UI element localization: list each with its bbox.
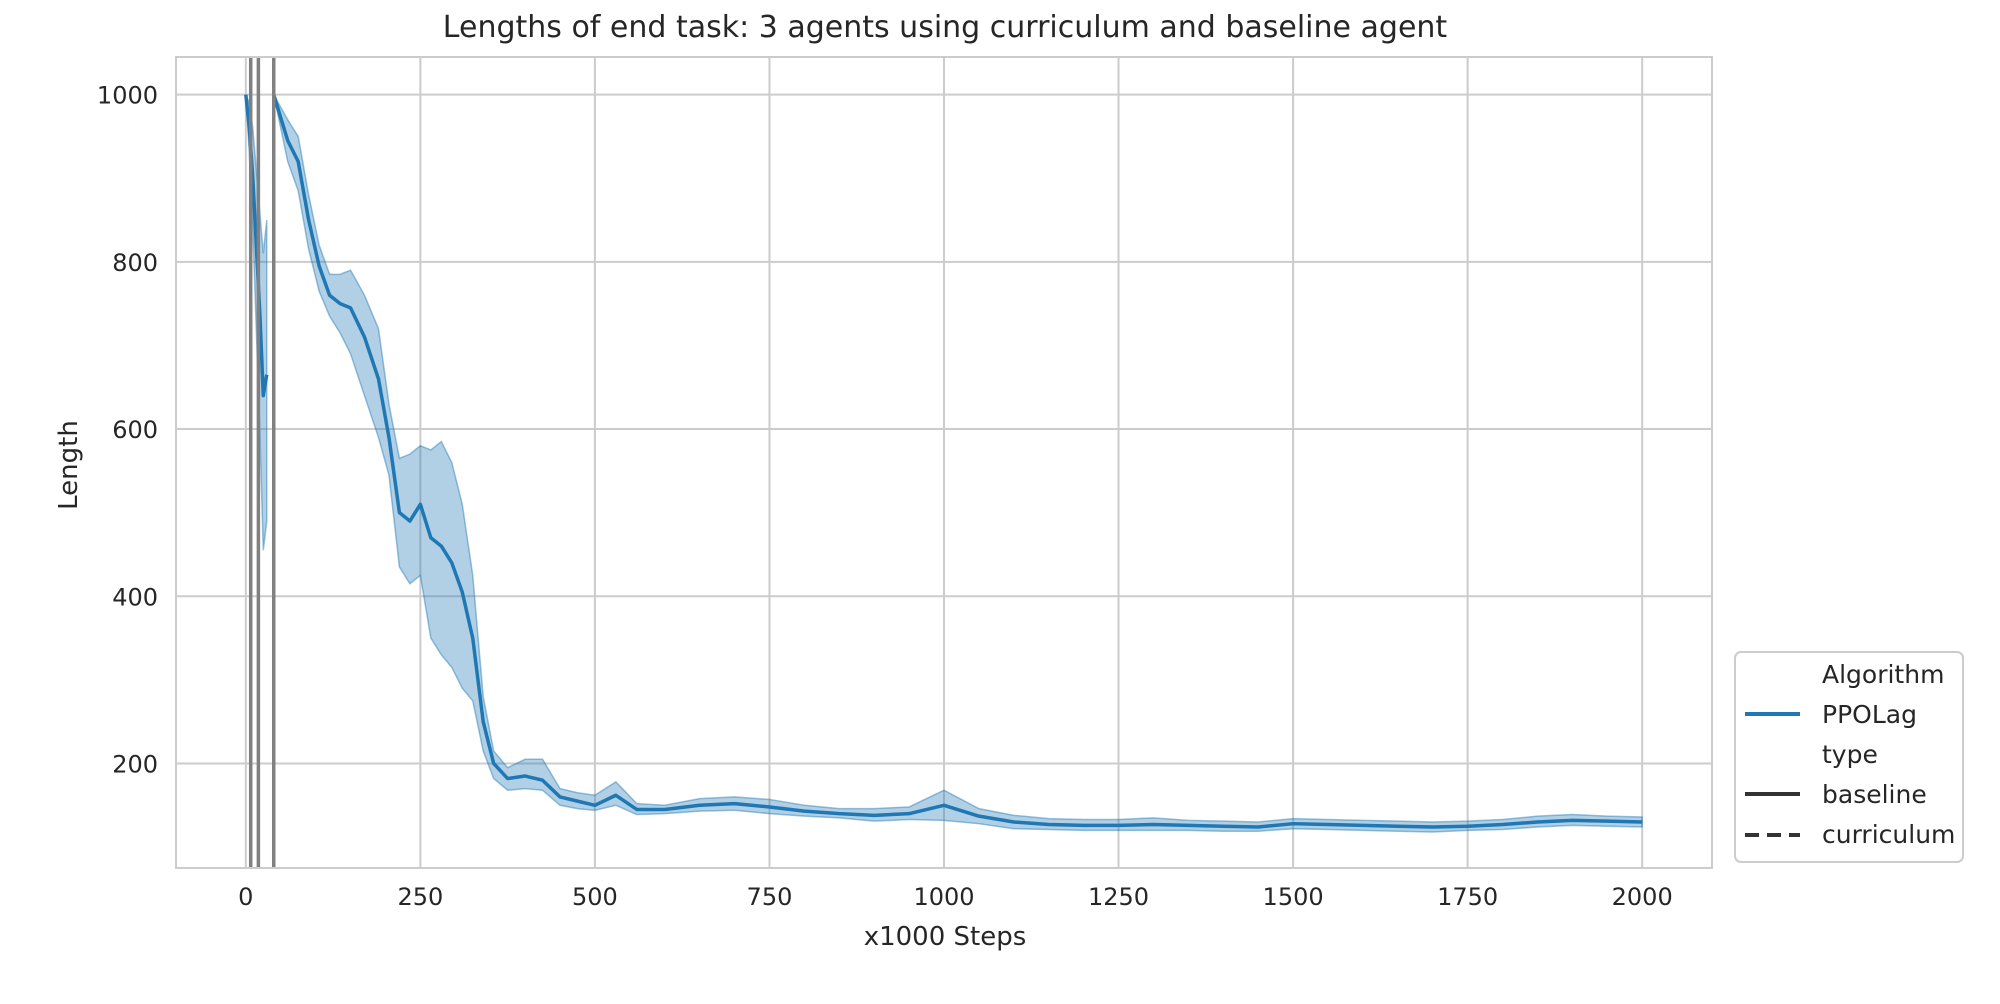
x-tick-label: 1750 bbox=[1437, 883, 1498, 911]
series-line-baseline bbox=[272, 94, 1643, 829]
chart-title: Lengths of end task: 3 agents using curr… bbox=[443, 10, 1448, 45]
x-tick-label: 1500 bbox=[1263, 883, 1324, 911]
y-tick-label: 400 bbox=[112, 583, 158, 611]
legend-title-type: type bbox=[1822, 740, 1878, 769]
x-tick-label: 1000 bbox=[913, 883, 974, 911]
legend-label-ppolag: PPOLag bbox=[1822, 700, 1917, 729]
x-tick-label: 2000 bbox=[1612, 883, 1673, 911]
x-tick-label: 500 bbox=[572, 883, 618, 911]
plot-frame bbox=[175, 56, 1713, 869]
legend: Algorithm PPOLag type baseline curriculu… bbox=[1734, 651, 1964, 863]
tick-labels: 0 250 500 750 1000 1250 1500 1750 2000 200 400 600 8… bbox=[97, 82, 1673, 911]
confidence-band-curriculum bbox=[245, 94, 268, 551]
y-tick-label: 800 bbox=[112, 249, 158, 277]
legend-box bbox=[1734, 651, 1964, 863]
y-tick-label: 200 bbox=[112, 750, 158, 778]
legend-title-algorithm: Algorithm bbox=[1822, 660, 1944, 689]
vertical-markers bbox=[248, 57, 276, 868]
y-axis-label: Length bbox=[54, 420, 84, 510]
x-tick-label: 0 bbox=[238, 883, 253, 911]
x-axis-label: x1000 Steps bbox=[864, 922, 1027, 952]
y-tick-label: 600 bbox=[112, 416, 158, 444]
confidence-band-baseline bbox=[273, 94, 1643, 833]
legend-label-baseline: baseline bbox=[1822, 780, 1927, 809]
x-tick-label: 1250 bbox=[1088, 883, 1149, 911]
grid bbox=[176, 57, 1712, 868]
y-tick-label: 1000 bbox=[97, 82, 158, 110]
legend-label-curriculum: curriculum bbox=[1822, 820, 1955, 849]
x-tick-label: 750 bbox=[747, 883, 793, 911]
x-tick-label: 250 bbox=[397, 883, 443, 911]
confidence-bands bbox=[245, 94, 1643, 833]
